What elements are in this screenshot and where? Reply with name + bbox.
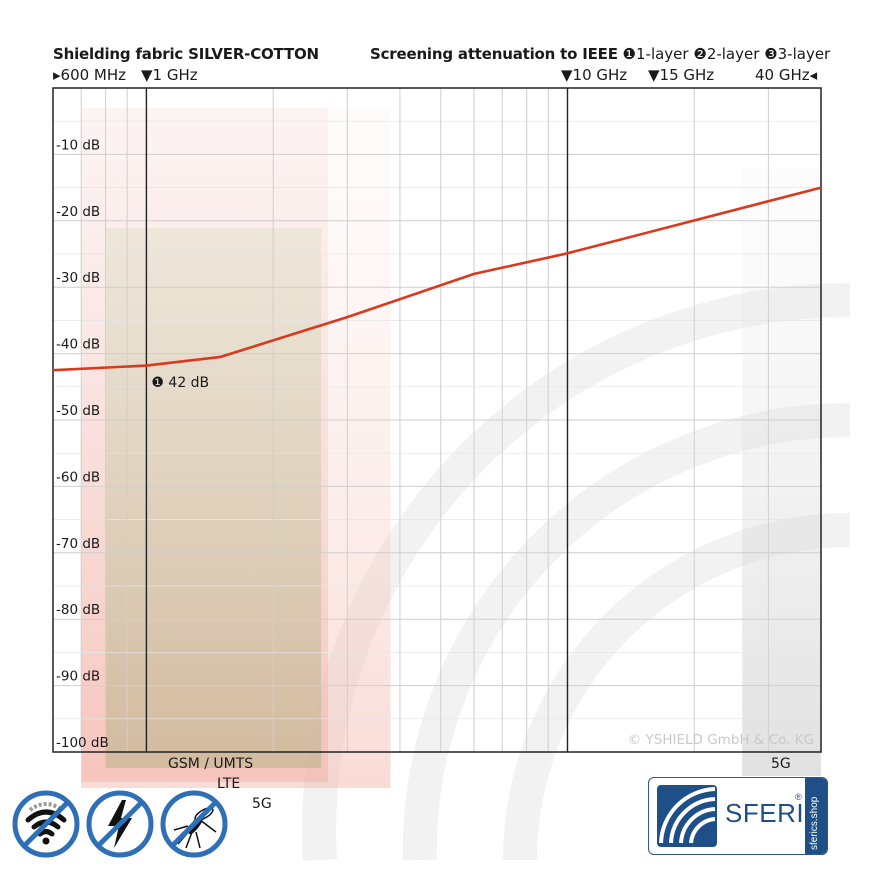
layer-legend-3: ❸3-layer — [764, 45, 830, 63]
layer-2-marker: ❷ — [693, 45, 707, 63]
y-tick-label: -80 dB — [56, 602, 100, 618]
chart-title: Shielding fabric SILVER-COTTON — [53, 45, 319, 63]
layer-legend-2: ❷2-layer — [693, 45, 759, 63]
y-tick-label: -70 dB — [56, 536, 100, 552]
band-label-lte: LTE — [217, 776, 241, 792]
y-tick-label: -90 dB — [56, 669, 100, 685]
no-electric-field-icon — [86, 790, 154, 858]
frequency-marker-lines — [145, 88, 569, 752]
watermark-text: © YSHIELD GmbH & Co. KG — [628, 732, 814, 748]
y-tick-label: -60 dB — [56, 469, 100, 485]
y-tick-labels: -10 dB -20 dB -30 dB -40 dB -50 dB -60 dB -70 … — [56, 137, 109, 751]
y-tick-label: -20 dB — [56, 204, 100, 220]
band-label-5g-high: 5G — [771, 756, 791, 772]
chart-subtitle: Screening attenuation to IEEE ❶1-layer ❷… — [370, 45, 830, 63]
band-5g-3 — [742, 168, 821, 776]
layer-3-marker: ❸ — [764, 45, 778, 63]
annotation-label: ❶ 42 dB — [151, 375, 209, 391]
grid-lines — [52, 88, 821, 753]
series-line-1-layer — [52, 186, 822, 372]
y-tick-label: -40 dB — [56, 337, 100, 353]
sferics-logo: SFERICS ® sferics.shop — [648, 777, 828, 855]
subtitle-text: Screening attenuation to IEEE — [370, 45, 618, 63]
freq-marker-10ghz: ▼10 GHz — [561, 66, 628, 84]
layer-1-marker: ❶ — [622, 45, 636, 63]
y-tick-label: -100 dB — [56, 735, 109, 751]
layer-legend-1: ❶1-layer — [623, 45, 689, 63]
band-label-gsm: GSM / UMTS — [168, 756, 254, 772]
freq-marker-1ghz: ▼1 GHz — [141, 66, 198, 84]
registered-mark: ® — [795, 792, 802, 802]
series-lines — [52, 186, 822, 372]
annotations: ❶ 42 dB — [151, 375, 209, 391]
layer-3-label: 3-layer — [777, 45, 831, 63]
triangle-down-icon: ▼ — [648, 66, 660, 84]
triangle-down-icon: ▼ — [561, 66, 573, 84]
no-mosquito-icon — [160, 790, 228, 858]
y-tick-label: -10 dB — [56, 137, 100, 153]
freq-marker-15ghz: ▼15 GHz — [648, 66, 715, 84]
triangle-left-icon: ◂ — [809, 66, 818, 84]
freq-marker-40ghz: 40 GHz◂ — [755, 66, 818, 84]
no-wifi-icon — [12, 790, 80, 858]
y-tick-label: -30 dB — [56, 270, 100, 286]
triangle-right-icon: ▸ — [53, 66, 61, 84]
y-tick-label: -50 dB — [56, 403, 100, 419]
layer-1-label: 1-layer — [635, 45, 689, 63]
logo-side-strip: sferics.shop — [805, 778, 827, 854]
plot-frame — [52, 87, 822, 753]
shield-emblem-icon — [657, 785, 717, 847]
freq-marker-600mhz: ▸600 MHz — [53, 66, 127, 84]
logo-side-text: sferics.shop — [809, 796, 820, 850]
triangle-down-icon: ▼ — [141, 66, 153, 84]
band-5g-2 — [81, 108, 391, 788]
layer-2-label: 2-layer — [706, 45, 760, 63]
band-label-5g-low: 5G — [252, 796, 272, 812]
